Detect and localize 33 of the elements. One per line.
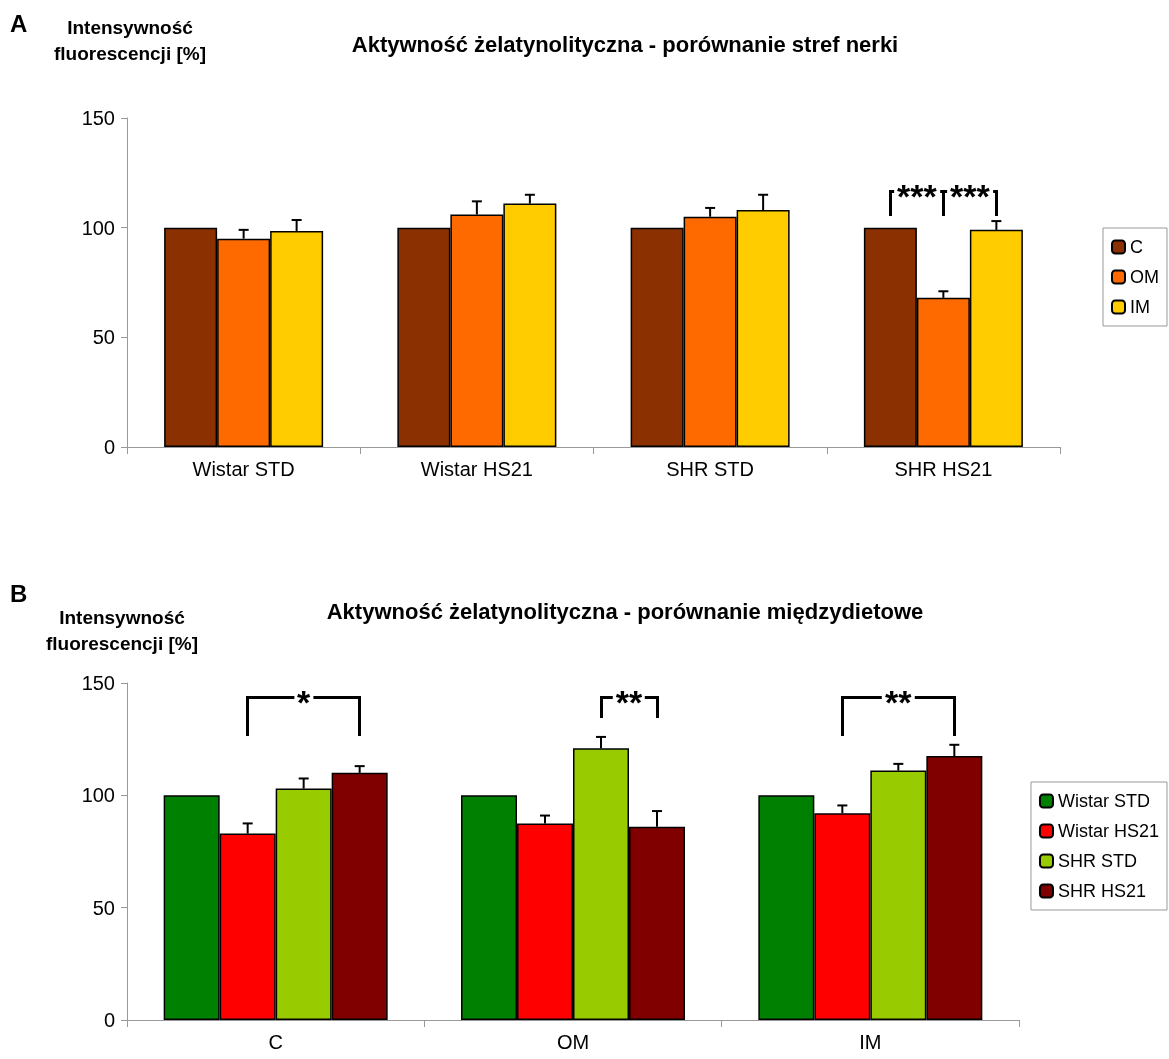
legend-label: Wistar STD <box>1057 791 1150 811</box>
text: B <box>10 580 28 608</box>
x-tick-label: IM <box>859 1031 882 1053</box>
y-tick-label: 50 <box>92 896 115 919</box>
annotation: *** <box>896 177 938 216</box>
y-tick-label: 150 <box>81 672 115 694</box>
annotation: *** <box>949 177 991 216</box>
legend-label: OM <box>1130 267 1159 287</box>
x-tick-label: Wistar STD <box>192 458 295 480</box>
y-axis-title: Intensywność fluorescencji [%] <box>53 17 207 64</box>
y-tick-label: 100 <box>81 784 115 807</box>
x-tick-label: C <box>268 1031 283 1053</box>
chart-title: Aktywność żelatynolityczna - porównanie międzydietowe <box>326 598 924 624</box>
x-tick-label: Wistar HS21 <box>420 458 533 480</box>
x-tick-label: SHR HS21 <box>894 458 993 480</box>
legend-label: SHR STD <box>1057 851 1137 871</box>
annotation: ** <box>884 683 913 722</box>
annotation: * <box>296 683 312 722</box>
legend-label: IM <box>1130 297 1150 317</box>
y-axis-title: Intensywność fluorescencji [%] <box>45 607 199 654</box>
y-tick-label: 100 <box>81 216 115 239</box>
x-tick-label: OM <box>556 1031 590 1053</box>
x-tick-label: SHR STD <box>666 458 755 480</box>
legend-label: C <box>1130 237 1143 257</box>
y-tick-label: 150 <box>81 107 115 129</box>
legend-label: Wistar HS21 <box>1057 821 1160 841</box>
annotation: ** <box>614 683 644 722</box>
chart-title: Aktywność żelatynolityczna - porównanie stref nerki <box>351 31 899 57</box>
y-tick-label: 50 <box>92 326 115 349</box>
y-tick-label: 0 <box>103 1009 115 1031</box>
text: A <box>10 10 28 38</box>
y-tick-label: 0 <box>103 436 115 458</box>
legend-label: SHR HS21 <box>1057 881 1147 901</box>
